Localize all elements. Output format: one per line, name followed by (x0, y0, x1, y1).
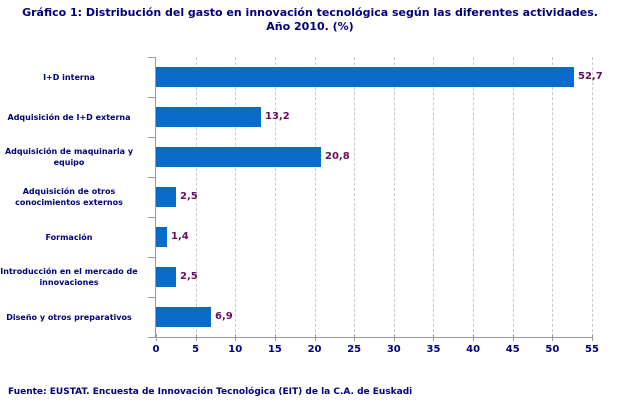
gridline-5 (195, 57, 197, 337)
y-axis-tick-1 (148, 97, 155, 98)
value-label-6: 6,9 (215, 311, 233, 322)
chart-title-line2: Año 2010. (%) (266, 20, 354, 33)
category-label-6: Diseño y otros preparativos (0, 297, 142, 337)
category-label-4: Formación (0, 217, 142, 257)
gridline-45 (512, 57, 514, 337)
bar-1 (156, 107, 261, 127)
category-label-1: Adquisición de I+D externa (0, 97, 142, 137)
gridline-20 (314, 57, 316, 337)
gridline-55 (592, 57, 593, 337)
gridline-35 (433, 57, 435, 337)
y-axis-tick-4 (148, 217, 155, 218)
category-label-line: Adquisición de otros (22, 187, 116, 196)
gridline-15 (274, 57, 276, 337)
value-label-3: 2,5 (180, 191, 198, 202)
category-label-line: Adquisición de I+D externa (7, 112, 131, 122)
category-label-3: Adquisición de otros conocimientos extern… (0, 177, 142, 217)
x-axis-tick-20 (314, 334, 316, 341)
x-axis-tick-0 (156, 334, 157, 341)
x-axis-tick-25 (354, 334, 356, 341)
x-axis-tick-5 (195, 334, 197, 341)
category-label-0: I+D interna (0, 57, 142, 97)
x-axis-tick-10 (235, 334, 237, 341)
value-label-5: 2,5 (180, 271, 198, 282)
x-axis-label-35: 35 (426, 344, 441, 355)
category-label-line: Introducción en el mercado de (0, 267, 138, 276)
x-axis-label-45: 45 (505, 344, 520, 355)
category-axis-labels: I+D interna Adquisición de I+D externa Adq… (0, 57, 148, 337)
gridline-25 (354, 57, 356, 337)
category-label-2: Adquisición de maquinaria y equipo (0, 137, 142, 177)
y-axis-tick-3 (148, 177, 155, 178)
chart-title-line1: Gráfico 1: Distribución del gasto en inn… (22, 6, 598, 19)
category-label-line: conocimientos externos (15, 198, 123, 207)
x-axis-label-50: 50 (545, 344, 560, 355)
bar-4 (156, 227, 167, 247)
x-axis-label-0: 0 (152, 344, 160, 355)
y-axis-tick-0 (148, 57, 155, 58)
x-axis-label-55: 55 (585, 344, 599, 355)
x-axis-tick-45 (512, 334, 514, 341)
category-label-5: Introducción en el mercado de innovacione… (0, 257, 142, 297)
category-label-line: Adquisición de maquinaria y (4, 147, 134, 156)
y-axis-tick-2 (148, 137, 155, 138)
x-axis-tick-35 (433, 334, 435, 341)
gridline-30 (393, 57, 395, 337)
bar-2 (156, 147, 321, 167)
plot-area: 52,7 13,2 20,8 2,5 1,4 2,5 6,9 (155, 57, 603, 338)
x-axis-label-15: 15 (267, 344, 282, 355)
value-label-1: 13,2 (265, 111, 290, 122)
source-note: Fuente: EUSTAT. Encuesta de Innovación T… (8, 387, 413, 397)
gridline-40 (473, 57, 475, 337)
x-axis-tick-55 (592, 334, 593, 341)
bar-3 (156, 187, 176, 207)
gridline-50 (552, 57, 554, 337)
y-axis-tick-7 (148, 337, 155, 338)
x-axis-tick-15 (274, 334, 276, 341)
x-axis-label-10: 10 (228, 344, 243, 355)
category-label-line: I+D interna (43, 72, 95, 82)
bar-6 (156, 307, 211, 327)
x-axis-tick-30 (393, 334, 395, 341)
x-axis-tick-40 (473, 334, 475, 341)
chart-title: Gráfico 1: Distribución del gasto en inn… (0, 6, 620, 34)
x-axis-label-5: 5 (192, 344, 200, 355)
gridline-10 (235, 57, 237, 337)
x-axis-label-30: 30 (386, 344, 401, 355)
x-axis-label-40: 40 (466, 344, 481, 355)
value-label-0: 52,7 (578, 71, 603, 82)
x-axis-tick-50 (552, 334, 554, 341)
x-axis-label-25: 25 (347, 344, 362, 355)
value-label-2: 20,8 (325, 151, 350, 162)
category-label-line: innovaciones (39, 278, 99, 287)
category-label-line: equipo (53, 158, 85, 167)
x-axis-label-20: 20 (307, 344, 322, 355)
value-label-4: 1,4 (171, 231, 189, 242)
category-label-line: Diseño y otros preparativos (6, 312, 132, 322)
bar-0 (156, 67, 574, 87)
y-axis-tick-5 (148, 257, 155, 258)
y-axis-tick-6 (148, 297, 155, 298)
category-label-line: Formación (45, 232, 93, 242)
bar-5 (156, 267, 176, 287)
